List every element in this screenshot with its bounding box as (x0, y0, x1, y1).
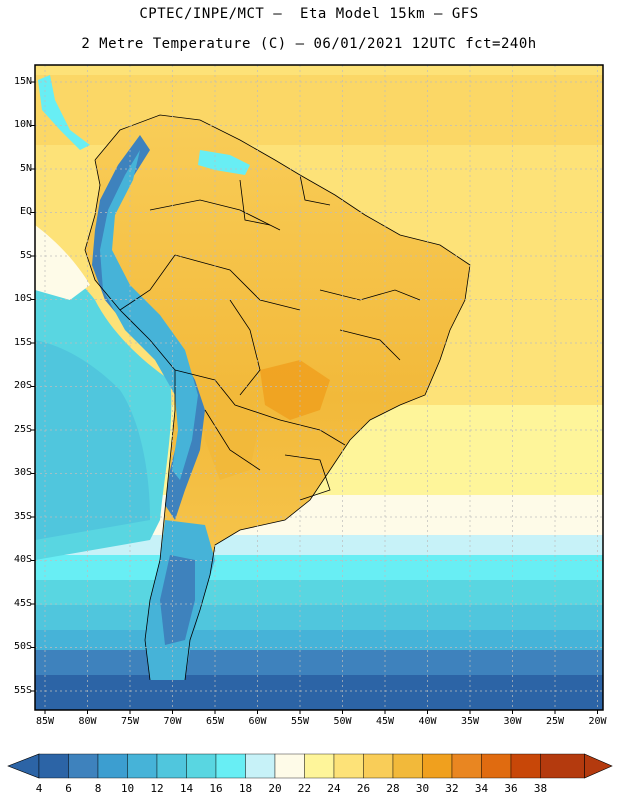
colorbar-label-16: 16 (209, 782, 223, 795)
colorbar-label-12: 12 (150, 782, 164, 795)
lat-label-5n: 5N (19, 163, 32, 174)
lon-label-70w: 70W (163, 716, 182, 727)
colorbar-label-14: 14 (179, 782, 194, 795)
pacific-cooler-region (35, 340, 150, 540)
colorbar-swatch-16 (510, 753, 541, 779)
axis-ticks (31, 81, 598, 714)
colorbar-swatch-3 (127, 753, 158, 779)
colorbar-label-10: 10 (120, 782, 135, 795)
colorbar-swatch-15 (481, 753, 512, 779)
lat-label-40s: 40S (13, 554, 32, 565)
lon-label-20w: 20W (588, 716, 607, 727)
lat-label-10n: 10N (13, 119, 32, 130)
colorbar-swatch-14 (451, 753, 482, 779)
colorbar-label-28: 28 (386, 782, 400, 795)
lon-label-55w: 55W (290, 716, 310, 727)
lat-label-20s: 20S (13, 380, 32, 391)
colorbar (7, 753, 613, 779)
colorbar-label-20: 20 (268, 782, 282, 795)
lon-label-30w: 30W (503, 716, 522, 727)
colorbar-swatch-12 (392, 753, 423, 779)
colorbar-swatch-7 (245, 753, 276, 779)
colorbar-swatch-0 (38, 753, 69, 779)
chart-title: CPTEC/INPE/MCT – Eta Model 15km – GFS (139, 6, 479, 22)
colorbar-swatch-9 (304, 753, 335, 779)
colorbar-swatch-6 (215, 753, 246, 779)
lat-label-55s: 55S (13, 685, 32, 696)
colorbar-swatch-13 (422, 753, 453, 779)
warm-core-30 (260, 360, 330, 420)
colorbar-left-arrow (7, 753, 40, 779)
andes-ridge-light (100, 150, 198, 480)
lon-label-80w: 80W (78, 716, 97, 727)
lon-label-35w: 35W (460, 716, 480, 727)
central-america-cool (38, 75, 90, 150)
colorbar-label-26: 26 (356, 782, 371, 795)
lat-label-30s: 30S (13, 467, 32, 478)
patagonia-cold-inner (160, 555, 195, 645)
colorbar-swatch-17 (540, 753, 585, 779)
lat-label-10s: 10S (13, 293, 32, 304)
colorbar-swatch-5 (186, 753, 217, 779)
colorbar-swatch-1 (68, 753, 99, 779)
colorbar-swatch-11 (363, 753, 394, 779)
colorbar-label-30: 30 (415, 782, 430, 795)
lat-label-15s: 15S (13, 337, 32, 348)
colorbar-right-arrow (584, 753, 613, 779)
lon-label-65w: 65W (205, 716, 225, 727)
lon-label-50w: 50W (333, 716, 352, 727)
lat-label-5s: 5S (19, 250, 32, 261)
lat-label-35s: 35S (13, 511, 32, 522)
map-field (35, 65, 603, 710)
colorbar-label-34: 34 (474, 782, 489, 795)
lon-label-75w: 75W (120, 716, 140, 727)
colorbar-label-6: 6 (65, 782, 72, 795)
colorbar-label-38: 38 (533, 782, 548, 795)
colorbar-swatch-10 (333, 753, 364, 779)
colorbar-label-36: 36 (504, 782, 518, 795)
map-frame (34, 64, 604, 711)
colorbar-label-8: 8 (94, 782, 102, 795)
lat-label-15n: 15N (13, 76, 32, 87)
lat-label-50s: 50S (13, 641, 32, 652)
lon-label-85w: 85W (35, 716, 55, 727)
pacific-coast-warm (35, 225, 90, 300)
ocean-band-6 (35, 675, 603, 710)
colorbar-swatch-4 (156, 753, 187, 779)
colorbar-label-18: 18 (238, 782, 253, 795)
lon-label-25w: 25W (545, 716, 565, 727)
colorbar-label-4: 4 (35, 782, 43, 795)
lon-label-60w: 60W (248, 716, 267, 727)
colorbar-swatch-2 (97, 753, 128, 779)
colorbar-label-32: 32 (445, 782, 459, 795)
lon-label-40w: 40W (418, 716, 437, 727)
lat-label-45s: 45S (13, 598, 32, 609)
lat-label-25s: 25S (13, 424, 32, 435)
lat-label-eq: EQ (19, 206, 32, 217)
lon-label-45w: 45W (375, 716, 395, 727)
colorbar-label-22: 22 (297, 782, 312, 795)
colorbar-swatch-8 (274, 753, 305, 779)
chart-subtitle: 2 Metre Temperature (C) – 06/01/2021 12U… (81, 36, 537, 52)
colorbar-label-24: 24 (327, 782, 341, 795)
